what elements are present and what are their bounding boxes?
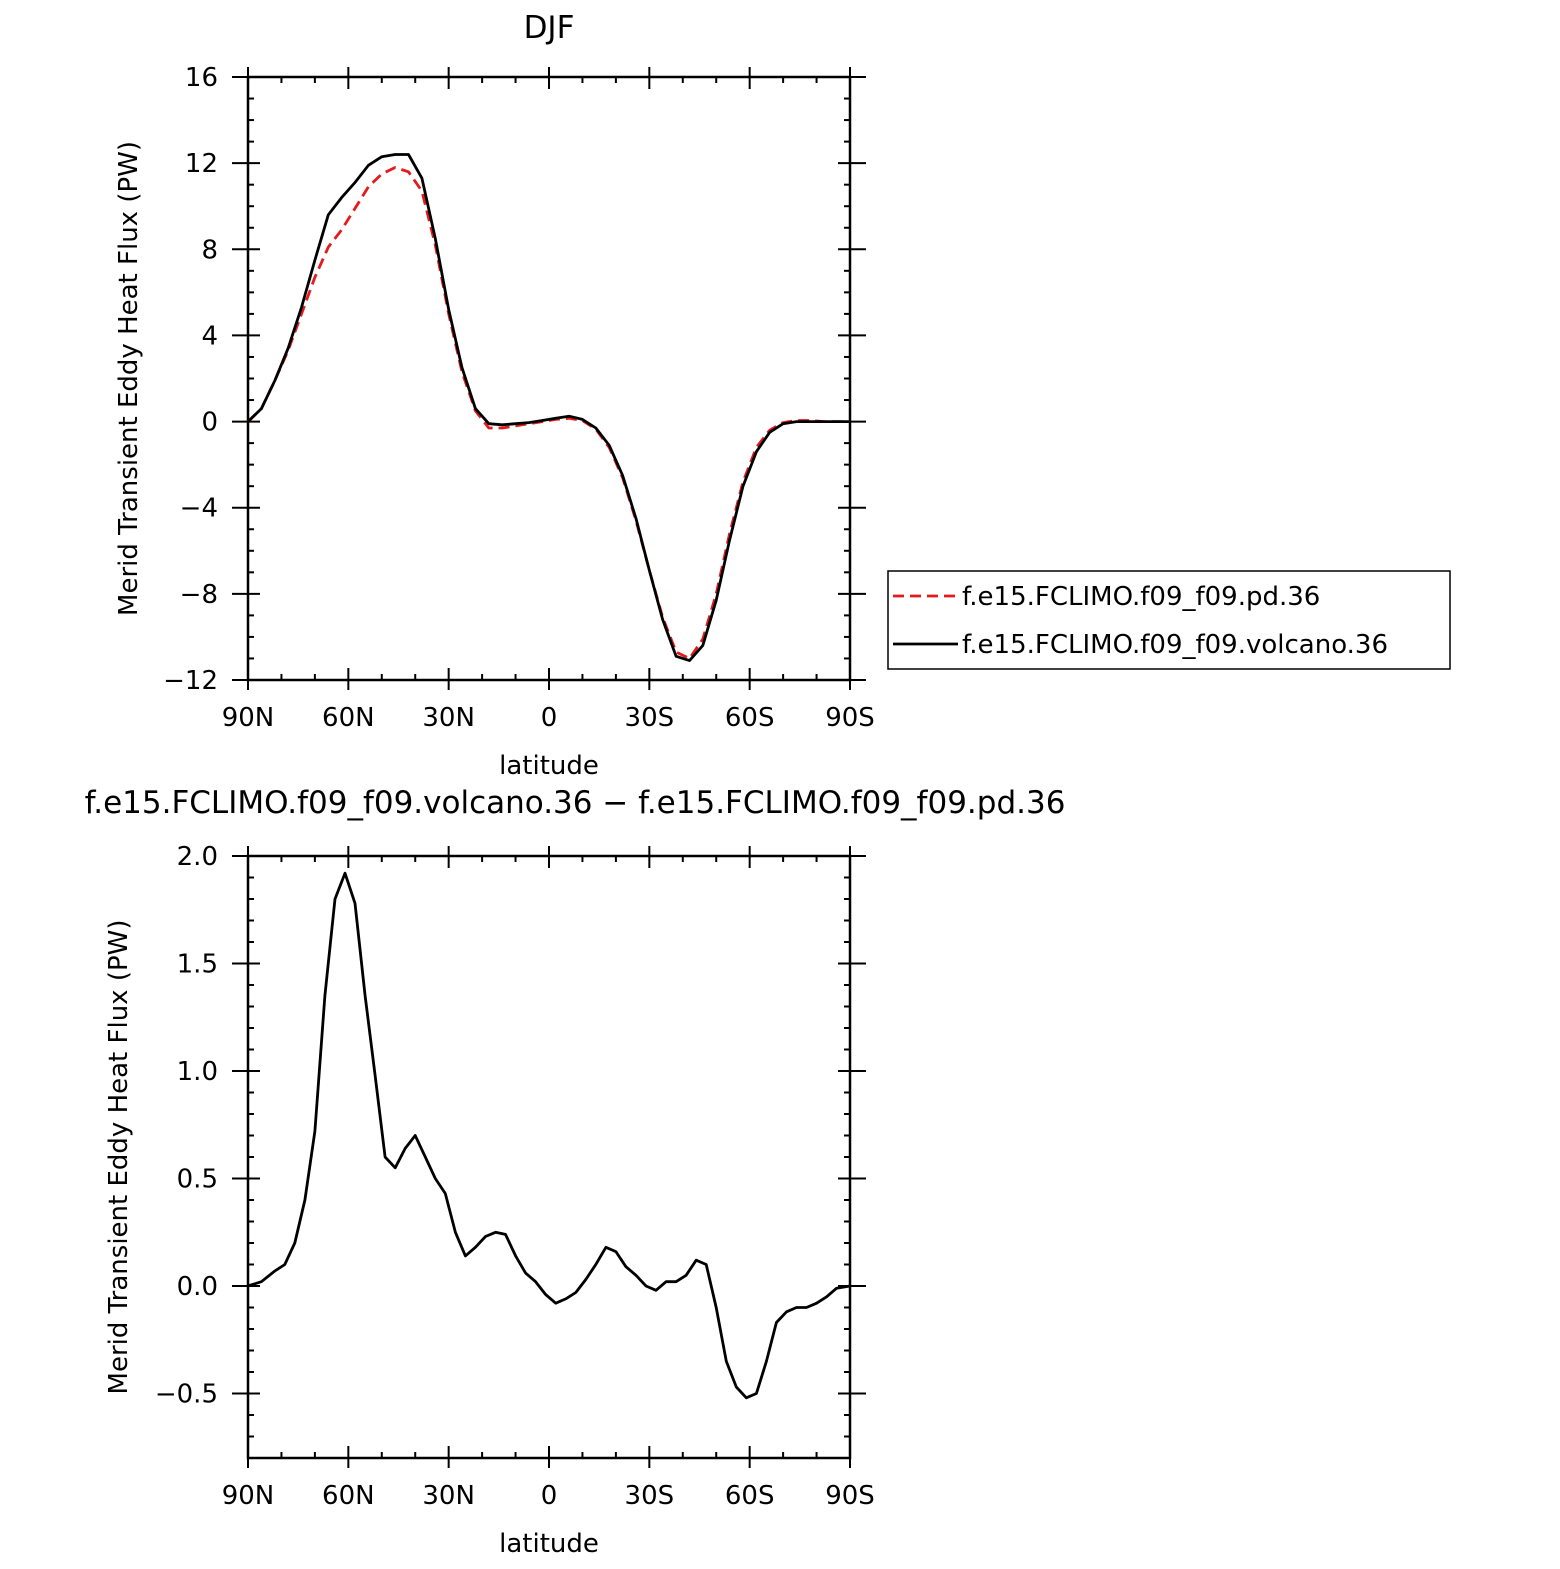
panel-1-frame xyxy=(246,75,852,682)
panel-2-y-tick-label: 0.5 xyxy=(177,1165,218,1195)
panel-2-x-tick-label: 90S xyxy=(825,1481,875,1511)
panel-1-y-tick-label: 16 xyxy=(185,63,218,93)
panel-2-x-tick-label: 60N xyxy=(322,1481,375,1511)
panel-1-y-tick-label: −12 xyxy=(163,666,218,696)
panel-1-y-tick-label: −4 xyxy=(180,494,218,524)
panel-2-y-tick-label: −0.5 xyxy=(155,1380,218,1410)
panel-2-y-tick-label: 2.0 xyxy=(177,842,218,872)
panel-1-x-tick-label: 60N xyxy=(322,703,375,733)
legend: f.e15.FCLIMO.f09_f09.pd.36 f.e15.FCLIMO.f… xyxy=(887,570,1451,670)
legend-label-2: f.e15.FCLIMO.f09_f09.volcano.36 xyxy=(962,630,1388,660)
panel-2-frame xyxy=(246,854,852,1460)
panel-1-x-tick-label: 30S xyxy=(625,703,675,733)
panel-1-y-tick-label: 0 xyxy=(201,408,218,438)
panel-2-title: f.e15.FCLIMO.f09_f09.volcano.36 − f.e15.… xyxy=(85,785,1066,821)
panel-1-x-tick-label: 90N xyxy=(222,703,275,733)
panel-1-y-tick-label: −8 xyxy=(180,580,218,610)
panel-1-title: DJF xyxy=(524,10,575,46)
panel-1-x-tick-label: 0 xyxy=(541,703,558,733)
panel-1-series-line-1 xyxy=(247,166,850,660)
panel-1-y-tick-label: 8 xyxy=(201,235,218,265)
panel-bottom-difference: 90N 60N 30N 0 30S 60S 90S −0.5 0.0 0.5 1.0 1.5 2.0 la… xyxy=(85,785,1066,1559)
panel-1-y-tick-label: 12 xyxy=(185,149,218,179)
panel-1-series-line-2 xyxy=(247,153,850,662)
panel-2-x-tick-label: 90N xyxy=(222,1481,275,1511)
panel-1-x-tick-label: 60S xyxy=(725,703,775,733)
panel-1-x-tick-label: 90S xyxy=(825,703,875,733)
legend-box xyxy=(887,570,1451,670)
panel-2-y-tick-label: 0.0 xyxy=(177,1272,218,1302)
panel-2-x-tick-label: 30S xyxy=(625,1481,675,1511)
panel-1-x-axis-title: latitude xyxy=(499,751,599,781)
panel-2-y-tick-label: 1.5 xyxy=(177,950,218,980)
panel-2-y-axis-title: Merid Transient Eddy Heat Flux (PW) xyxy=(104,920,134,1395)
panel-1-y-tick-label: 4 xyxy=(201,321,218,351)
panel-2-x-tick-label: 0 xyxy=(541,1481,558,1511)
panel-2-x-tick-label: 60S xyxy=(725,1481,775,1511)
panel-1-y-axis-title: Merid Transient Eddy Heat Flux (PW) xyxy=(114,141,144,616)
panel-2-series-line-1 xyxy=(247,871,851,1400)
panel-1-x-tick-label: 30N xyxy=(422,703,475,733)
panel-top-djf: 90N 60N 30N 0 30S 60S 90S −12 −8 −4 0 4 8 12 16 latitud… xyxy=(114,10,875,781)
panel-2-x-axis-title: latitude xyxy=(499,1529,599,1559)
panel-2-y-tick-label: 1.0 xyxy=(177,1057,218,1087)
legend-label-1: f.e15.FCLIMO.f09_f09.pd.36 xyxy=(962,582,1320,612)
panel-2-x-tick-label: 30N xyxy=(422,1481,475,1511)
